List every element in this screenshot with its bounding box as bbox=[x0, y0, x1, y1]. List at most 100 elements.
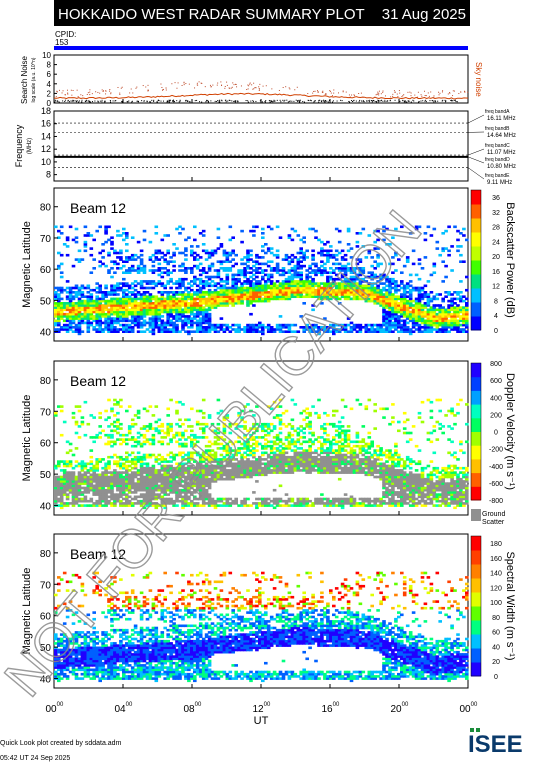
data-cell bbox=[311, 256, 315, 259]
noise-point bbox=[310, 99, 312, 101]
data-cell bbox=[125, 486, 129, 490]
data-cell bbox=[225, 299, 230, 303]
data-cell bbox=[110, 440, 114, 444]
data-cell bbox=[216, 438, 221, 441]
data-cell bbox=[136, 460, 141, 463]
data-cell bbox=[237, 449, 241, 452]
data-cell bbox=[246, 288, 250, 292]
data-cell bbox=[95, 291, 99, 294]
data-cell bbox=[163, 480, 167, 483]
data-cell bbox=[195, 453, 200, 457]
data-cell bbox=[163, 469, 167, 472]
data-cell bbox=[435, 328, 440, 331]
data-cell bbox=[435, 315, 440, 318]
data-cell bbox=[216, 458, 221, 461]
data-cell bbox=[110, 482, 114, 485]
data-cell bbox=[59, 317, 64, 320]
data-cell bbox=[405, 310, 410, 314]
data-cell bbox=[278, 293, 283, 296]
data-cell bbox=[429, 330, 434, 333]
noise-point bbox=[174, 82, 176, 84]
data-cell bbox=[243, 473, 247, 477]
data-cell bbox=[154, 225, 159, 229]
noise-point bbox=[276, 99, 278, 101]
data-cell bbox=[261, 236, 265, 239]
data-cell bbox=[77, 288, 82, 292]
data-cell bbox=[142, 267, 147, 270]
data-cell bbox=[83, 234, 88, 237]
data-cell bbox=[198, 491, 203, 494]
data-cell bbox=[414, 304, 419, 307]
data-cell bbox=[122, 284, 126, 288]
noise-point bbox=[105, 90, 107, 92]
data-cell bbox=[210, 455, 215, 459]
data-cell bbox=[160, 271, 165, 274]
data-cell bbox=[394, 253, 398, 257]
data-cell bbox=[210, 499, 215, 503]
data-cell bbox=[125, 499, 129, 503]
noise-point bbox=[81, 99, 83, 101]
data-cell bbox=[136, 267, 141, 270]
data-cell bbox=[198, 280, 203, 283]
data-cell bbox=[130, 326, 135, 329]
data-cell bbox=[136, 455, 141, 459]
data-cell bbox=[110, 330, 114, 333]
data-cell bbox=[334, 284, 339, 288]
data-cell bbox=[113, 484, 117, 488]
data-cell bbox=[456, 297, 460, 301]
noise-point bbox=[227, 100, 229, 102]
data-cell bbox=[388, 326, 392, 329]
data-cell bbox=[284, 291, 289, 294]
data-cell bbox=[213, 451, 218, 455]
data-cell bbox=[382, 273, 386, 277]
data-cell bbox=[231, 473, 235, 477]
data-cell bbox=[166, 425, 170, 428]
beam-label: Beam 12 bbox=[70, 200, 126, 216]
data-cell bbox=[110, 488, 114, 492]
data-cell bbox=[107, 440, 111, 444]
noise-point bbox=[362, 100, 364, 102]
data-cell bbox=[252, 330, 256, 333]
data-cell bbox=[364, 299, 369, 303]
noise-point bbox=[417, 91, 419, 93]
data-cell bbox=[414, 299, 419, 303]
data-cell bbox=[201, 429, 206, 433]
data-cell bbox=[130, 302, 135, 305]
data-cell bbox=[154, 455, 159, 459]
data-cell bbox=[151, 466, 156, 470]
data-cell bbox=[190, 319, 194, 323]
data-cell bbox=[59, 306, 64, 309]
data-cell bbox=[329, 277, 333, 281]
data-cell bbox=[166, 293, 170, 296]
data-cell bbox=[249, 271, 253, 274]
data-cell bbox=[89, 466, 94, 470]
data-cell bbox=[228, 440, 233, 444]
data-cell bbox=[119, 504, 123, 507]
data-cell bbox=[373, 273, 377, 277]
data-cell bbox=[349, 284, 354, 288]
data-cell bbox=[296, 288, 301, 292]
data-cell bbox=[414, 319, 419, 323]
data-cell bbox=[459, 310, 463, 314]
data-cell bbox=[193, 460, 197, 463]
data-cell bbox=[284, 288, 289, 292]
data-cell bbox=[169, 451, 173, 455]
data-cell bbox=[86, 477, 91, 481]
data-cell bbox=[320, 282, 324, 285]
data-cell bbox=[71, 484, 76, 488]
data-cell bbox=[278, 328, 283, 331]
data-cell bbox=[181, 304, 185, 307]
data-cell bbox=[373, 302, 377, 305]
data-cell bbox=[184, 491, 188, 494]
data-cell bbox=[148, 280, 153, 283]
data-cell bbox=[154, 469, 159, 472]
freq-band-value: 10.80 MHz bbox=[487, 164, 516, 170]
data-cell bbox=[222, 464, 227, 468]
data-cell bbox=[408, 310, 413, 314]
data-cell bbox=[222, 297, 227, 301]
data-cell bbox=[163, 291, 167, 294]
data-cell bbox=[175, 312, 179, 316]
noise-point bbox=[58, 101, 60, 103]
data-cell bbox=[181, 321, 185, 325]
noise-point bbox=[409, 91, 411, 93]
